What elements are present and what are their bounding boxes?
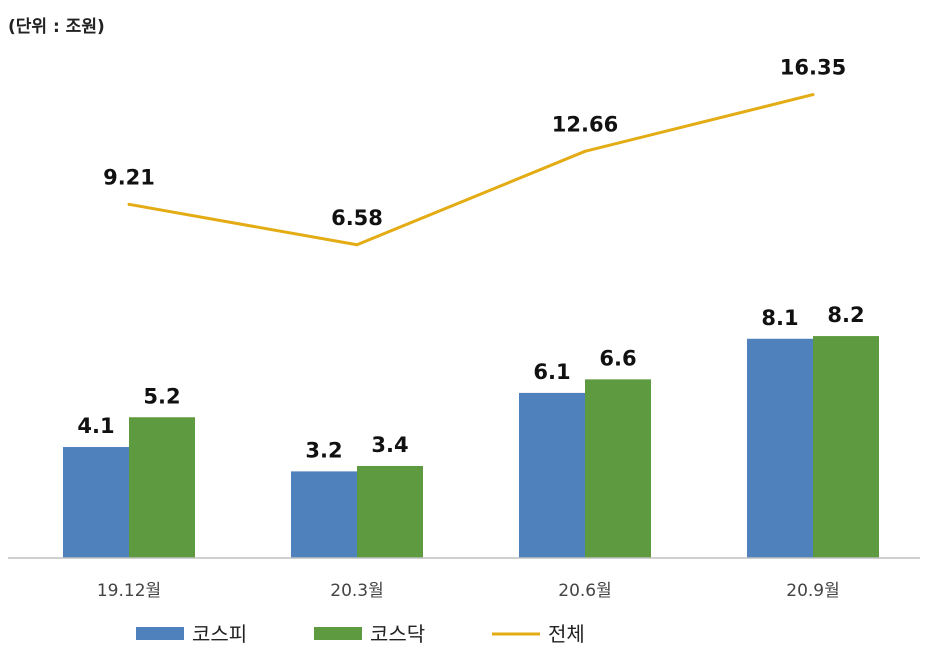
bar-kospi-3 bbox=[747, 338, 813, 558]
line-point-total-1 bbox=[355, 243, 359, 247]
bar-kospi-1 bbox=[291, 471, 357, 558]
legend-label-total: 전체 bbox=[548, 622, 585, 646]
bars-group bbox=[63, 336, 879, 558]
data-label-kospi-1: 3.2 bbox=[305, 438, 342, 462]
x-tick-label-0: 19.12월 bbox=[97, 581, 161, 601]
legend-swatch-kospi bbox=[136, 627, 184, 640]
x-tick-label-1: 20.3월 bbox=[330, 581, 384, 601]
data-label-total-0: 9.21 bbox=[103, 165, 155, 189]
bar-kosdaq-2 bbox=[585, 379, 651, 558]
data-label-kosdaq-1: 3.4 bbox=[371, 433, 408, 457]
line-point-total-0 bbox=[127, 202, 131, 206]
data-label-total-2: 12.66 bbox=[552, 112, 618, 136]
data-label-kospi-3: 8.1 bbox=[761, 306, 798, 330]
legend: 코스피 코스닥 전체 bbox=[136, 622, 585, 646]
legend-label-kosdaq: 코스닥 bbox=[370, 622, 425, 646]
bar-kosdaq-0 bbox=[129, 417, 195, 558]
bar-kospi-0 bbox=[63, 447, 129, 558]
data-label-kospi-0: 4.1 bbox=[77, 414, 114, 438]
bar-kosdaq-1 bbox=[357, 465, 423, 558]
line-group bbox=[127, 93, 815, 247]
line-series-total bbox=[128, 93, 814, 247]
data-label-total-1: 6.58 bbox=[331, 206, 383, 230]
bar-kospi-2 bbox=[519, 392, 585, 558]
line-point-total-2 bbox=[583, 149, 587, 153]
legend-swatch-kosdaq bbox=[314, 627, 362, 640]
data-label-total-3: 16.35 bbox=[780, 56, 846, 80]
x-tick-label-3: 20.9월 bbox=[786, 581, 840, 601]
x-tick-label-2: 20.6월 bbox=[558, 581, 612, 601]
bar-kosdaq-3 bbox=[813, 336, 879, 558]
data-labels-group: 4.1 5.2 3.2 3.4 6.1 6.6 8.1 8.2 9.21 6.58 12.66 16.… bbox=[77, 56, 864, 463]
data-label-kosdaq-2: 6.6 bbox=[599, 346, 636, 370]
unit-label: (단위 : 조원) bbox=[8, 17, 105, 37]
data-label-kosdaq-3: 8.2 bbox=[827, 303, 864, 327]
legend-label-kospi: 코스피 bbox=[192, 622, 247, 646]
line-point-total-3 bbox=[811, 93, 815, 97]
data-label-kosdaq-0: 5.2 bbox=[143, 384, 180, 408]
data-label-kospi-2: 6.1 bbox=[533, 360, 570, 384]
x-axis: 19.12월 20.3월 20.6월 20.9월 bbox=[8, 557, 920, 601]
